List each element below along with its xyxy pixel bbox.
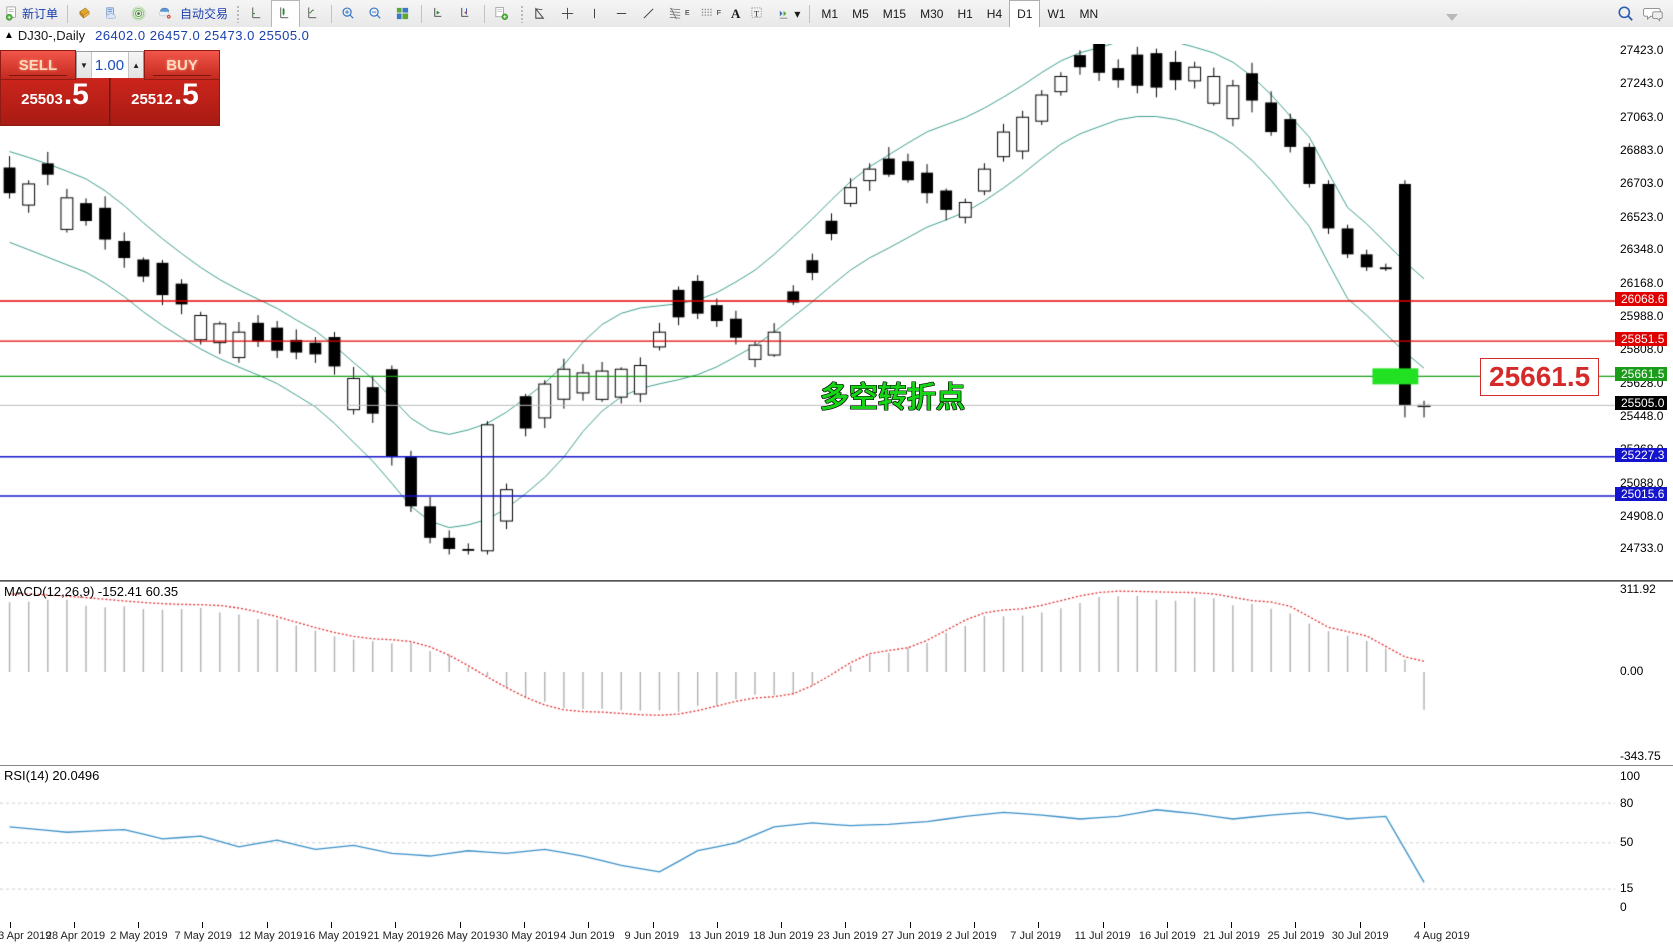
- svg-text:T: T: [754, 8, 759, 18]
